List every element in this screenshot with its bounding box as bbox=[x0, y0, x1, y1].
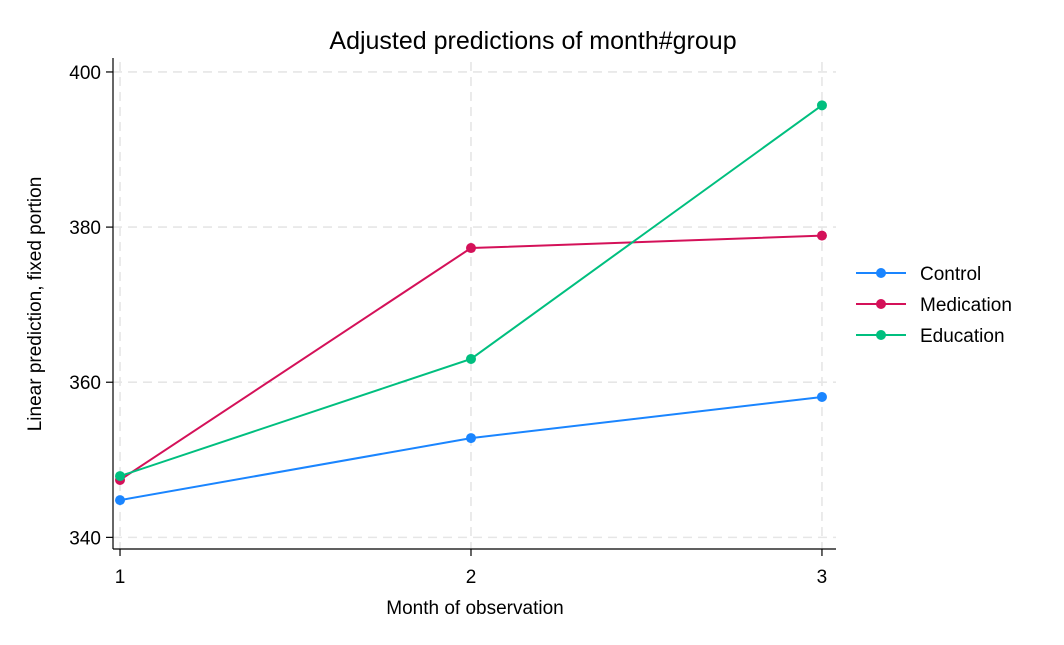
data-point-control bbox=[115, 495, 126, 506]
data-point-education bbox=[115, 471, 126, 482]
legend-marker-medication bbox=[876, 299, 886, 309]
x-tick-label: 2 bbox=[466, 567, 477, 588]
legend-label-medication: Medication bbox=[920, 295, 1012, 316]
data-point-medication bbox=[465, 243, 476, 254]
legend-marker-control bbox=[876, 268, 886, 278]
y-tick-label: 400 bbox=[69, 63, 101, 84]
y-tick-label: 380 bbox=[69, 218, 101, 239]
y-axis-label: Linear prediction, fixed portion bbox=[25, 177, 46, 432]
x-axis-label: Month of observation bbox=[386, 598, 563, 619]
data-point-medication bbox=[816, 230, 827, 241]
y-tick-label: 340 bbox=[69, 528, 101, 549]
legend-label-control: Control bbox=[920, 264, 981, 285]
series-layer bbox=[115, 100, 827, 506]
data-point-control bbox=[465, 433, 476, 444]
x-tick-label: 3 bbox=[817, 567, 828, 588]
x-tick-label: 1 bbox=[115, 567, 126, 588]
chart-title: Adjusted predictions of month#group bbox=[329, 27, 736, 55]
y-tick-label: 360 bbox=[69, 373, 101, 394]
data-point-education bbox=[465, 353, 476, 364]
data-point-control bbox=[816, 391, 827, 402]
legend: Control Medication Education bbox=[856, 264, 1012, 347]
legend-label-education: Education bbox=[920, 326, 1005, 347]
data-point-education bbox=[816, 100, 827, 111]
legend-marker-education bbox=[876, 330, 886, 340]
grid bbox=[113, 62, 836, 549]
axes: 340 360 380 400 1 2 3 bbox=[69, 58, 836, 588]
